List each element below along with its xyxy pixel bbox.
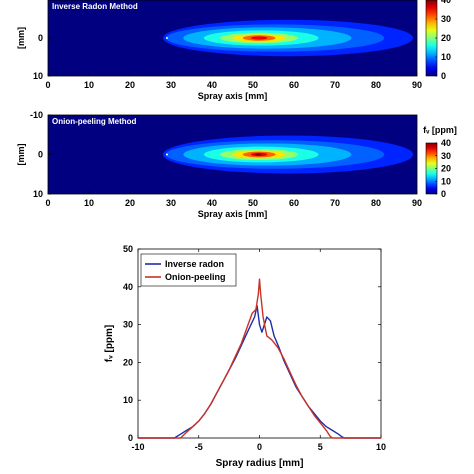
y-axis-label: fᵥ [ppm]: [104, 325, 115, 363]
colorbar-tick-label: 30: [441, 151, 451, 161]
x-tick-label: 0: [257, 442, 262, 452]
x-tick-label: 90: [412, 198, 422, 208]
nozzle-marker: [165, 37, 168, 39]
legend-label: Inverse radon: [165, 259, 224, 269]
y-axis-label: [mm]: [16, 27, 26, 49]
legend-label: Onion-peeling: [165, 272, 226, 282]
colorbar-tick-label: 20: [441, 164, 451, 174]
panel-title: Onion-peeling Method: [52, 117, 137, 126]
x-tick-label: 50: [248, 80, 258, 90]
colorbar-tick-label: 0: [441, 189, 446, 199]
colorbar-label: fᵥ [ppm]: [423, 125, 457, 135]
y-tick-label: 10: [33, 189, 43, 199]
x-tick-label: 30: [166, 198, 176, 208]
x-tick-label: 20: [125, 198, 135, 208]
x-tick-label: 5: [318, 442, 323, 452]
y-tick-label: 0: [38, 150, 43, 160]
x-axis-label: Spray radius [mm]: [216, 458, 304, 469]
x-tick-label: 10: [84, 198, 94, 208]
x-axis-label: Spray axis [mm]: [198, 209, 268, 219]
y-tick-label: 40: [123, 282, 133, 292]
plume-contour-level: [255, 37, 262, 39]
x-tick-label: 80: [371, 198, 381, 208]
y-tick-label: 10: [33, 71, 43, 81]
y-tick-label: -10: [30, 110, 43, 120]
y-tick-label: 30: [123, 320, 133, 330]
y-tick-label: 50: [123, 244, 133, 254]
x-tick-label: 20: [125, 80, 135, 90]
x-tick-label: 80: [371, 80, 381, 90]
x-tick-label: 30: [166, 80, 176, 90]
x-tick-label: 70: [330, 198, 340, 208]
x-tick-label: -5: [195, 442, 203, 452]
x-tick-label: 60: [289, 80, 299, 90]
colorbar-tick-label: 40: [441, 138, 451, 148]
x-tick-label: -10: [131, 442, 144, 452]
y-tick-label: 0: [38, 33, 43, 43]
y-axis-label: [mm]: [16, 143, 26, 165]
y-tick-label: 10: [123, 395, 133, 405]
series-line-onion-peeling: [138, 278, 381, 439]
x-tick-label: 70: [330, 80, 340, 90]
colorbar-tick-label: 10: [441, 176, 451, 186]
colorbar-tick-label: 20: [441, 33, 451, 43]
legend-box: [140, 253, 237, 287]
y-tick-label: 20: [123, 357, 133, 367]
x-tick-label: 60: [289, 198, 299, 208]
colorbar-tick-label: 10: [441, 52, 451, 62]
x-tick-label: 0: [45, 198, 50, 208]
x-tick-label: 10: [376, 442, 386, 452]
x-tick-label: 50: [248, 198, 258, 208]
x-tick-label: 0: [45, 80, 50, 90]
colorbar-tick-label: 30: [441, 14, 451, 24]
y-tick-label: 0: [128, 433, 133, 443]
colorbar-tick-label: 40: [441, 0, 451, 5]
x-tick-label: 90: [412, 80, 422, 90]
plume-contour-level: [255, 153, 262, 156]
x-axis-label: Spray axis [mm]: [198, 91, 268, 101]
x-tick-label: 40: [207, 80, 217, 90]
nozzle-marker: [165, 153, 168, 156]
x-tick-label: 10: [84, 80, 94, 90]
panel-title: Inverse Radon Method: [52, 2, 138, 11]
x-tick-label: 40: [207, 198, 217, 208]
colorbar-tick-label: 0: [441, 71, 446, 81]
